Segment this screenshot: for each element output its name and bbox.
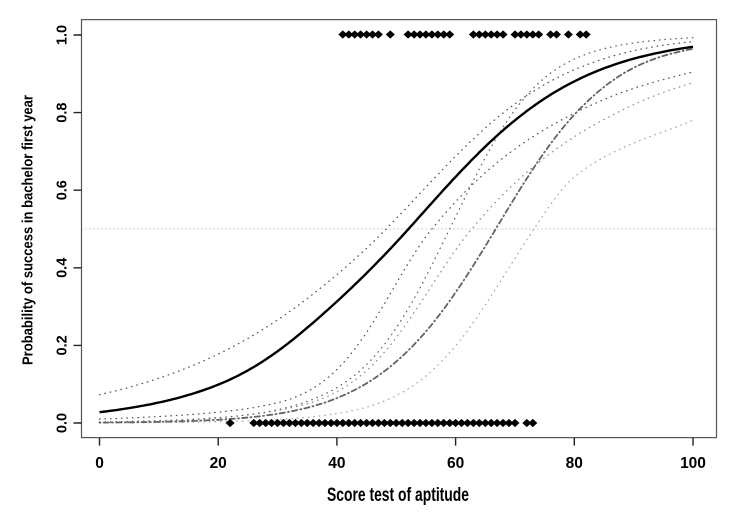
svg-text:0: 0 (95, 455, 104, 472)
svg-text:Probability of success in bach: Probability of success in bachelor first… (20, 95, 37, 365)
svg-text:100: 100 (680, 455, 706, 472)
svg-text:60: 60 (447, 455, 464, 472)
svg-text:0.6: 0.6 (55, 180, 71, 200)
svg-text:1.0: 1.0 (55, 25, 71, 45)
svg-text:Score test of aptitude: Score test of aptitude (327, 485, 469, 506)
svg-text:80: 80 (566, 455, 583, 472)
svg-text:0.0: 0.0 (55, 413, 71, 433)
svg-text:20: 20 (210, 455, 227, 472)
svg-text:0.2: 0.2 (55, 335, 71, 355)
svg-text:0.8: 0.8 (55, 103, 71, 123)
svg-text:40: 40 (328, 455, 345, 472)
svg-text:0.4: 0.4 (55, 258, 71, 278)
